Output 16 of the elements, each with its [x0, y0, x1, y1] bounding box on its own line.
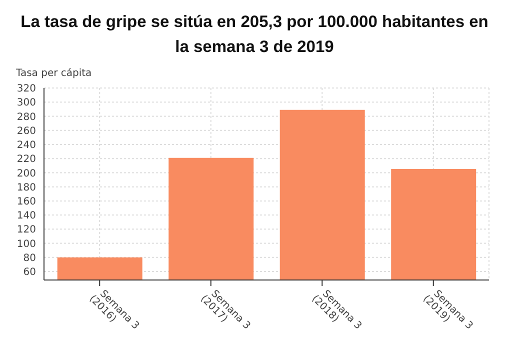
y-tick-label: 220	[16, 154, 36, 166]
y-tick-label: 80	[23, 252, 36, 264]
y-tick-label: 100	[16, 238, 36, 250]
chart-title: La tasa de gripe se sitúa en 205,3 por 100.000 habitantes en la semana 3 de 2019	[20, 12, 490, 58]
y-tick-label: 120	[16, 224, 36, 236]
y-axis-title: Tasa per cápita	[16, 68, 93, 81]
y-tick-label: 180	[16, 182, 36, 194]
y-tick-label: 260	[16, 126, 36, 137]
y-tick-label: 300	[16, 98, 36, 109]
y-tick-label: 240	[16, 140, 36, 152]
y-tick-label: 160	[16, 196, 36, 208]
y-tick-label: 60	[23, 267, 36, 278]
y-tick-label: 280	[16, 112, 36, 123]
y-tick-label: 320	[16, 84, 36, 95]
y-tick-label: 140	[16, 210, 36, 222]
y-tick-label: 200	[16, 168, 36, 180]
